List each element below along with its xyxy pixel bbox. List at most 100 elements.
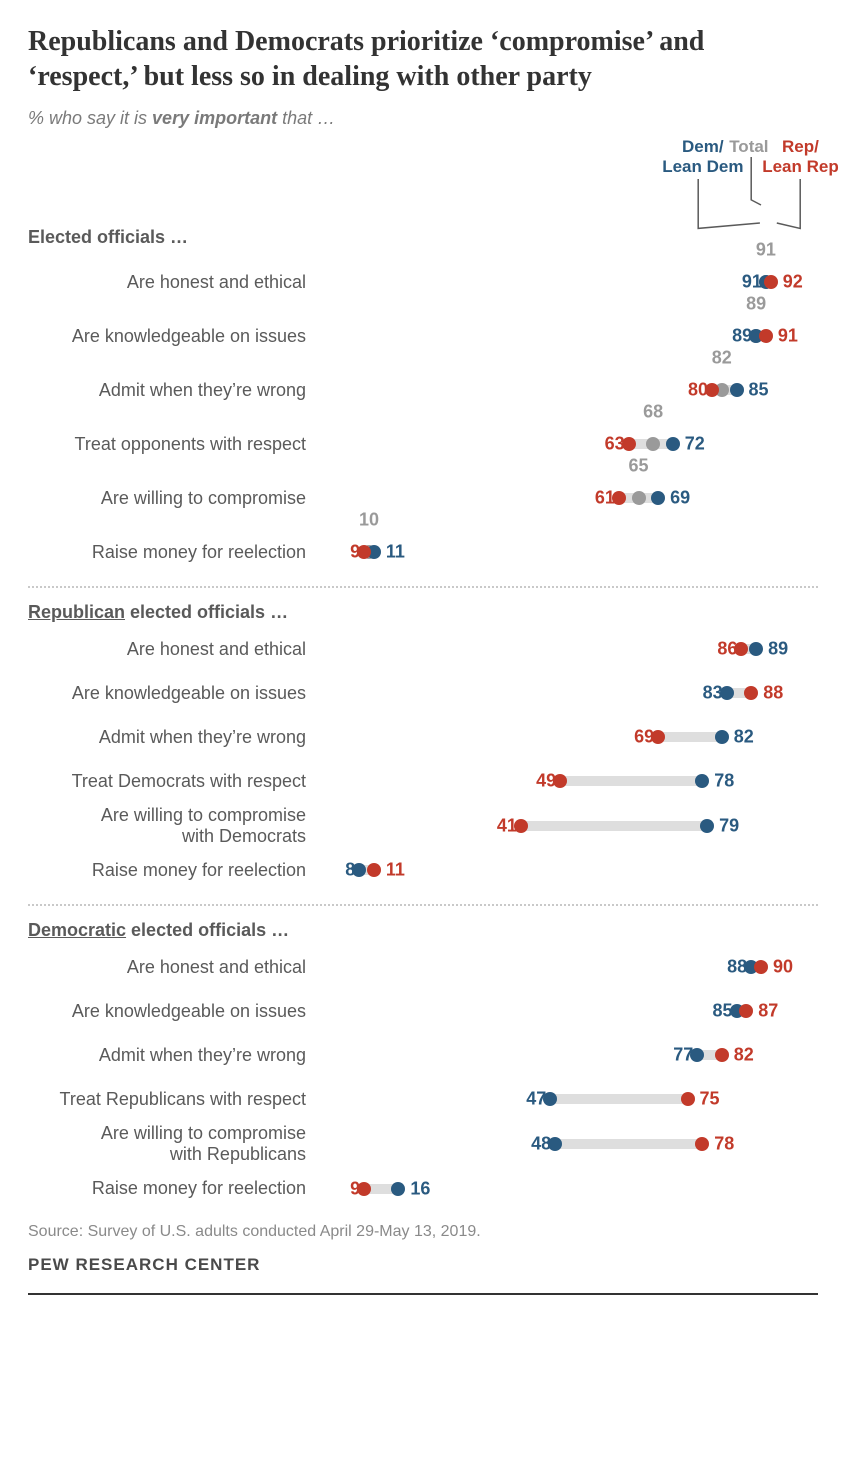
value-left: 8 [345,860,355,881]
chart-row: Are knowledgeable on issues899189 [28,316,818,356]
row-plot: 86 89 [320,629,818,669]
chart-row: Admit when they’re wrong 69 82 [28,717,818,757]
dot-dem [695,774,709,788]
value-left: 86 [717,639,737,660]
row-plot: 637268 [320,424,818,464]
chart-row: Raise money for reelection 9 16 [28,1169,818,1209]
section-header: Republican elected officials … [28,602,818,623]
value-left: 48 [531,1134,551,1155]
value-right: 82 [734,1045,754,1066]
dot-dem [700,819,714,833]
dot-rep [367,863,381,877]
dot-dem [391,1182,405,1196]
chart-row: Treat Democrats with respect 49 78 [28,761,818,801]
dot-rep [715,1048,729,1062]
row-label: Raise money for reelection [28,1178,320,1199]
chart-row: Are willing to compromisewith Republican… [28,1123,818,1164]
dot-dem [749,642,763,656]
dot-rep [744,686,758,700]
row-label: Are willing to compromisewith Democrats [28,805,320,846]
row-plot: 4775 [320,1079,818,1119]
value-total: 10 [359,510,379,531]
chart-row: Are knowledgeable on issues8587 [28,991,818,1031]
row-label: Are honest and ethical [28,957,320,978]
value-left: 69 [634,727,654,748]
value-right: 69 [670,488,690,509]
value-total: 82 [712,348,732,369]
row-track [560,776,702,786]
value-right: 91 [778,326,798,347]
chart-row: Treat Republicans with respect4775 [28,1079,818,1119]
legend-area: Dem/Lean DemTotalRep/Lean Rep [320,137,810,217]
value-left: 61 [595,488,615,509]
row-plot: 7782 [320,1035,818,1075]
row-plot: 899189 [320,316,818,356]
row-label: Are honest and ethical [28,272,320,293]
value-left: 91 [742,272,762,293]
value-left: 63 [605,434,625,455]
value-total: 65 [628,456,648,477]
subtitle-em: very important [152,108,277,128]
chart-row: Are willing to compromise616965 [28,478,818,518]
subtitle-prefix: % who say it is [28,108,152,128]
row-track [550,1094,687,1104]
chart-row: Are honest and ethical8890 [28,947,818,987]
dot-rep [695,1137,709,1151]
row-label: Are knowledgeable on issues [28,683,320,704]
value-right: 82 [734,727,754,748]
chart-row: Treat opponents with respect637268 [28,424,818,464]
value-total: 89 [746,294,766,315]
value-right: 72 [685,434,705,455]
value-right: 75 [700,1089,720,1110]
section-divider [28,586,818,588]
row-plot: 8890 [320,947,818,987]
row-plot: 808582 [320,370,818,410]
row-label: Treat Democrats with respect [28,771,320,792]
row-label: Are knowledgeable on issues [28,1001,320,1022]
row-track [555,1139,702,1149]
value-total: 91 [756,240,776,261]
value-right: 85 [749,380,769,401]
chart-subtitle: % who say it is very important that … [28,108,818,129]
value-left: 49 [536,771,556,792]
chart-row: Are willing to compromisewith Democrats4… [28,805,818,846]
value-left: 9 [350,542,360,563]
dot-rep [754,960,768,974]
row-plot: 69 82 [320,717,818,757]
chart-section: Democratic elected officials … Are honest… [28,920,818,1208]
row-label: Treat Republicans with respect [28,1089,320,1110]
section-header: Democratic elected officials … [28,920,818,941]
bottom-rule [28,1293,818,1295]
dot-total [632,491,646,505]
row-plot: 919291 [320,262,818,302]
dot-dem [715,730,729,744]
row-label: Admit when they’re wrong [28,1045,320,1066]
row-plot: 4179 [320,806,818,846]
value-left: 9 [350,1178,360,1199]
dot-dem [730,383,744,397]
source-note: Source: Survey of U.S. adults conducted … [28,1223,818,1241]
row-plot: 83 88 [320,673,818,713]
row-plot: 4878 [320,1124,818,1164]
chart-row: Are knowledgeable on issues 83 88 [28,673,818,713]
dot-rep [764,275,778,289]
value-left: 83 [703,683,723,704]
dot-dem [666,437,680,451]
dot-rep [759,329,773,343]
section-header: Elected officials … [28,227,818,248]
chart-row: Admit when they’re wrong808582 [28,370,818,410]
subtitle-suffix: that … [277,108,335,128]
row-track [658,732,722,742]
value-right: 78 [714,771,734,792]
value-right: 89 [768,639,788,660]
chart-root: Dem/Lean DemTotalRep/Lean Rep Elected off… [28,137,818,1209]
dot-dem [651,491,665,505]
row-plot: 9 16 [320,1169,818,1209]
section-divider [28,904,818,906]
chart-row: Raise money for reelection811 [28,850,818,890]
value-right: 88 [763,683,783,704]
value-right: 16 [410,1178,430,1199]
chart-section: Republican elected officials …Are honest… [28,602,818,890]
row-label: Admit when they’re wrong [28,727,320,748]
dot-total [646,437,660,451]
